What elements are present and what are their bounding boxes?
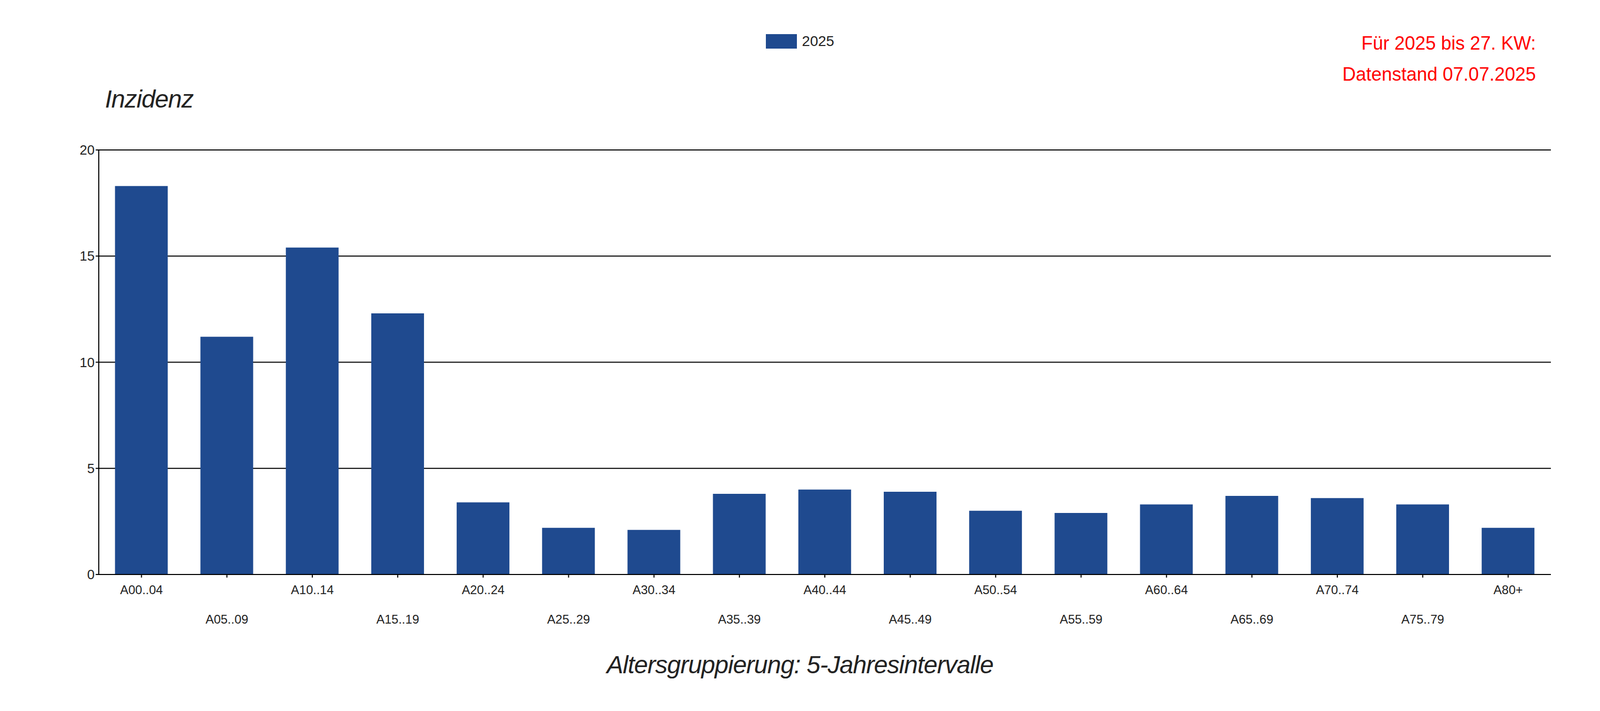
- svg-text:A05..09: A05..09: [205, 612, 249, 627]
- html-text:Datenstand 07.07.2025: Datenstand 07.07.2025: [1342, 63, 1536, 85]
- html-text:Altersgruppierung: 5-Jahresint: Altersgruppierung: 5-Jahresintervalle: [606, 651, 994, 679]
- svg-text:A10..14: A10..14: [291, 582, 335, 597]
- svg-text:5: 5: [87, 460, 95, 477]
- svg-text:A80+: A80+: [1493, 582, 1523, 597]
- svg-text:A20..24: A20..24: [461, 582, 505, 597]
- svg-text:10: 10: [79, 354, 95, 371]
- svg-text:A15..19: A15..19: [376, 612, 420, 627]
- svg-text:A25..29: A25..29: [547, 612, 591, 627]
- svg-text:15: 15: [79, 248, 95, 264]
- html-text:Inzidenz: Inzidenz: [104, 85, 194, 113]
- svg-text:A70..74: A70..74: [1316, 582, 1360, 597]
- svg-text:A00..04: A00..04: [119, 582, 163, 597]
- svg-text:A65..69: A65..69: [1230, 612, 1274, 627]
- svg-text:A50..54: A50..54: [974, 582, 1018, 597]
- html-text:Für 2025 bis 27. KW:: Für 2025 bis 27. KW:: [1361, 32, 1536, 54]
- html-text:2025: 2025: [801, 33, 835, 50]
- svg-text:0: 0: [87, 566, 95, 583]
- svg-text:20: 20: [79, 142, 95, 158]
- svg-text:A30..34: A30..34: [632, 582, 676, 597]
- svg-text:A75..79: A75..79: [1401, 612, 1445, 627]
- svg-text:A45..49: A45..49: [888, 612, 932, 627]
- svg-text:A35..39: A35..39: [717, 612, 761, 627]
- svg-text:A60..64: A60..64: [1144, 582, 1188, 597]
- svg-text:A55..59: A55..59: [1059, 612, 1103, 627]
- svg-text:A40..44: A40..44: [803, 582, 847, 597]
